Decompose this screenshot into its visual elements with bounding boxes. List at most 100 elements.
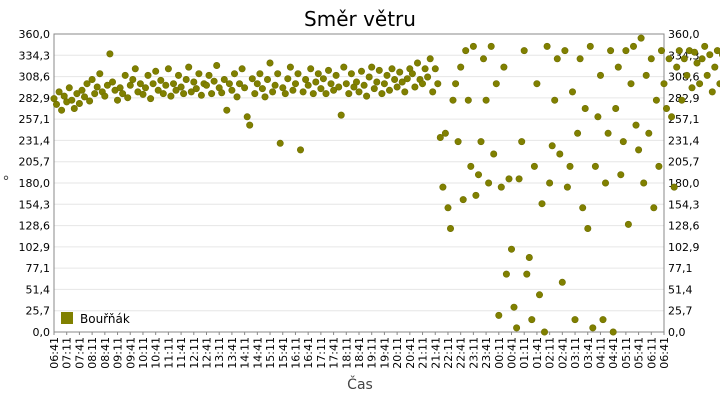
data-point	[119, 90, 127, 98]
data-point	[210, 77, 218, 85]
data-point	[703, 71, 711, 79]
data-point	[68, 96, 76, 104]
legend: Bouřňák	[61, 312, 130, 326]
data-point	[637, 34, 645, 42]
data-point	[103, 81, 111, 89]
data-point	[55, 88, 63, 96]
data-point	[220, 76, 228, 84]
data-point	[307, 65, 315, 73]
data-point	[159, 90, 167, 98]
data-point	[401, 88, 409, 96]
data-point	[294, 70, 302, 78]
data-point	[599, 316, 607, 324]
data-point	[520, 47, 528, 55]
data-point	[632, 121, 640, 129]
data-point	[617, 171, 625, 179]
data-point	[538, 200, 546, 208]
x-tick-label: 11:11	[162, 337, 175, 369]
data-point	[591, 162, 599, 170]
data-point	[266, 59, 274, 67]
data-point	[180, 90, 188, 98]
data-point	[647, 55, 655, 63]
data-point	[274, 70, 282, 78]
x-tick-label: 03:11	[569, 337, 582, 369]
y-axis-left: 0,0 25,7 51,4 77,1 102,9 128,6 154,3 180,0 205,7…	[19, 28, 51, 339]
data-point	[192, 85, 200, 93]
y-tick-label-left: 51,4	[26, 283, 51, 296]
y-tick-label-left: 231,4	[19, 134, 51, 147]
data-point	[261, 93, 269, 101]
data-point	[589, 324, 597, 332]
data-point	[60, 92, 68, 100]
data-point	[281, 90, 289, 98]
data-point	[50, 95, 58, 103]
data-point	[357, 67, 365, 75]
data-point	[368, 63, 376, 71]
data-point	[594, 113, 602, 121]
data-point	[510, 303, 518, 311]
y-axis-right: 0,025,751,477,1102,9128,6154,3180,0205,7…	[668, 28, 700, 339]
x-tick-label: 03:41	[582, 337, 595, 369]
data-point	[164, 65, 172, 73]
data-point	[513, 324, 521, 332]
y-tick-label-left: 0,0	[33, 326, 51, 339]
data-point	[650, 204, 658, 212]
data-point	[530, 162, 538, 170]
x-tick-label: 18:41	[353, 337, 366, 369]
x-tick-label: 02:41	[556, 337, 569, 369]
data-point	[472, 191, 480, 199]
data-point	[459, 196, 467, 204]
data-point	[335, 83, 343, 91]
data-point	[52, 100, 60, 108]
data-point	[391, 76, 399, 84]
x-tick-label: 20:11	[391, 337, 404, 369]
data-point	[170, 80, 178, 88]
y-tick-label-right: 128,6	[668, 220, 700, 233]
data-point	[114, 96, 122, 104]
data-point	[571, 316, 579, 324]
data-point	[83, 80, 91, 88]
data-point	[276, 139, 284, 147]
data-point	[58, 106, 66, 114]
x-tick-label: 10:41	[150, 337, 163, 369]
data-point	[619, 138, 627, 146]
data-point	[454, 138, 462, 146]
data-point	[322, 90, 330, 98]
x-tick-label: 06:11	[645, 337, 658, 369]
data-point	[528, 316, 536, 324]
data-point	[375, 66, 383, 74]
data-point	[688, 84, 696, 92]
data-point	[182, 76, 190, 84]
data-point	[624, 220, 632, 228]
x-tick-label: 17:41	[328, 337, 341, 369]
data-point	[492, 80, 500, 88]
data-point	[243, 113, 251, 121]
data-point	[65, 84, 73, 92]
data-point	[380, 80, 388, 88]
data-point	[670, 183, 678, 191]
data-point	[675, 47, 683, 55]
data-point	[403, 75, 411, 83]
data-point	[421, 65, 429, 73]
data-point	[70, 105, 78, 113]
data-point	[236, 80, 244, 88]
x-tick-label: 14:41	[251, 337, 264, 369]
y-tick-label-right: 102,9	[668, 241, 700, 254]
data-point	[604, 129, 612, 137]
data-point	[121, 71, 129, 79]
data-point	[642, 71, 650, 79]
data-point	[495, 311, 503, 319]
data-point	[660, 80, 668, 88]
y-tick-label-right: 25,7	[668, 305, 693, 318]
data-point	[360, 81, 368, 89]
data-point	[464, 96, 472, 104]
data-point	[398, 78, 406, 86]
data-point	[342, 80, 350, 88]
x-tick-label: 01:11	[518, 337, 531, 369]
data-point	[548, 142, 556, 150]
data-point	[86, 97, 94, 105]
data-point	[576, 55, 584, 63]
data-point	[655, 162, 663, 170]
data-point	[469, 42, 477, 50]
data-point	[574, 129, 582, 137]
